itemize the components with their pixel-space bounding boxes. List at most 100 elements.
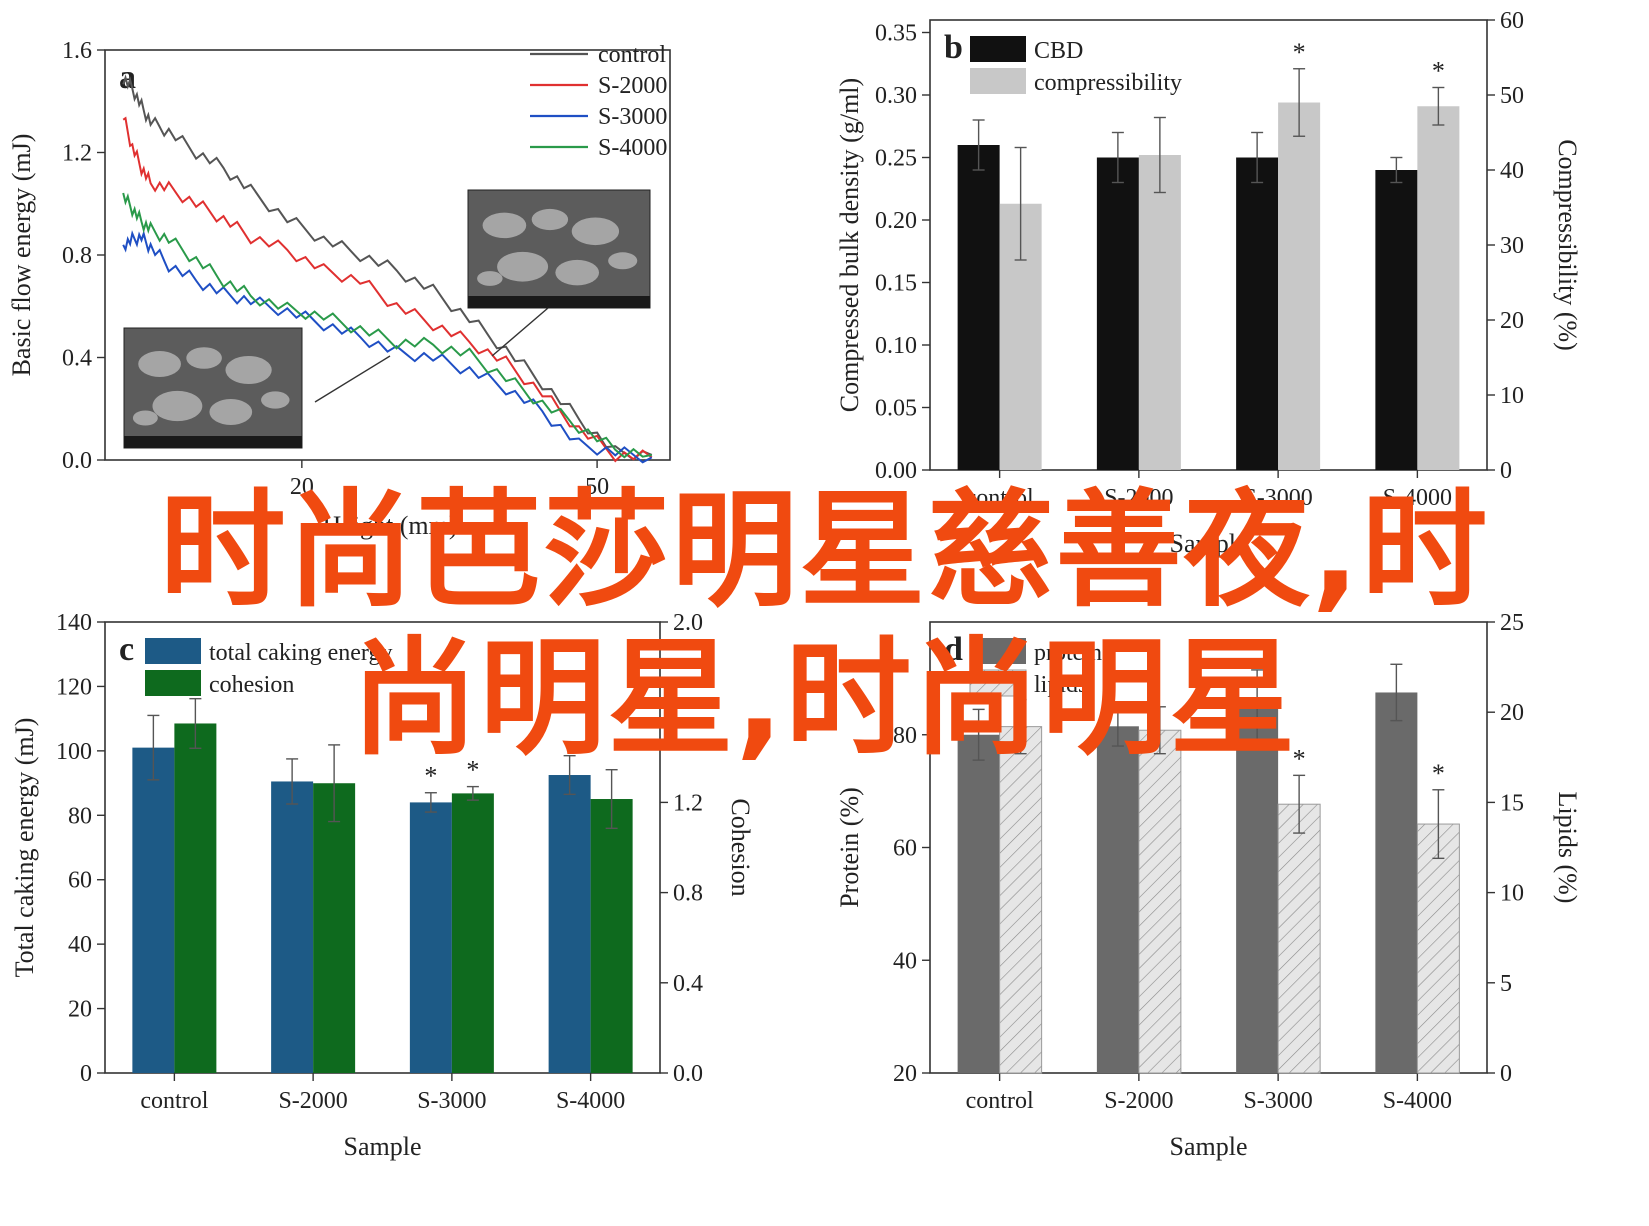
y2-tick-label: 50	[1500, 83, 1524, 109]
bar-CBD-S-3000	[1236, 157, 1279, 470]
sem-particle	[571, 217, 620, 246]
y2-tick-label: 0	[1500, 458, 1512, 484]
y2-tick-label: 2.0	[673, 610, 703, 636]
y2-tick-label: 25	[1500, 610, 1524, 636]
sem-image	[123, 327, 303, 449]
sem-particle	[209, 399, 253, 425]
y-tick-label: 0.30	[875, 83, 917, 109]
overlay-text-line-2: 尚明星,时尚明星	[351, 625, 1298, 772]
sem-particle	[261, 391, 290, 409]
y-tick-label: 80	[68, 803, 92, 829]
y-tick-label: 0.10	[875, 333, 917, 359]
sem-particle	[152, 390, 203, 422]
y2-tick-label: 30	[1500, 233, 1524, 259]
legend-label: S-3000	[598, 104, 667, 130]
bar-lipids-S-3000	[1277, 803, 1321, 1074]
sem-inset-upper	[467, 189, 651, 309]
y-tick-label: 80	[893, 723, 917, 749]
panel-letter: c	[119, 631, 134, 668]
bar-lipids-S-2000	[1138, 729, 1182, 1074]
y2-tick-label: 40	[1500, 158, 1524, 184]
y-tick-label: 0.00	[875, 458, 917, 484]
x-tick-label: S-3000	[1243, 1088, 1312, 1114]
bar-lipids-S-4000	[1416, 823, 1460, 1074]
panel-letter: b	[944, 29, 963, 66]
significance-marker: *	[1293, 38, 1306, 67]
legend-swatch	[970, 638, 1026, 664]
sem-image	[467, 189, 651, 309]
series-line-S-2000	[122, 116, 653, 463]
y-axis-title: Protein (%)	[835, 787, 864, 908]
y-tick-label: 40	[68, 932, 92, 958]
sem-particle	[482, 212, 527, 239]
legend-swatch	[970, 68, 1026, 94]
x-axis-title: Height (mm)	[322, 511, 457, 540]
legend-swatch	[145, 670, 201, 696]
series-line-S-3000	[122, 230, 653, 464]
y2-axis-title: Cohesion	[726, 798, 755, 896]
bar-total-caking-energy-control	[132, 747, 175, 1073]
significance-marker: *	[1432, 57, 1445, 86]
legend-label: S-2000	[598, 73, 667, 99]
bar-cohesion-control	[174, 723, 217, 1073]
y2-axis-title: Compressibility (%)	[1553, 139, 1582, 351]
significance-marker: *	[1432, 759, 1445, 788]
x-tick-label: S-3000	[417, 1088, 486, 1114]
legend-label: compressibility	[1034, 70, 1182, 96]
chart-panel-c: c 0 20 40 60 80 100 120 140 0.0 0.4 0.8 1.2 2.0 contro…	[10, 610, 755, 1161]
y-tick-label: 0.05	[875, 396, 917, 422]
bar-CBD-control	[957, 145, 1000, 470]
y2-axis-title: Lipids (%)	[1553, 792, 1582, 904]
bar-CBD-S-2000	[1096, 157, 1139, 470]
bar-cohesion-S-2000	[313, 783, 356, 1073]
y-tick-label: 0.8	[62, 243, 92, 269]
y-tick-label: 100	[56, 739, 92, 765]
y2-tick-label: 10	[1500, 881, 1524, 907]
sem-particle	[225, 355, 272, 385]
x-tick-label: control	[140, 1088, 208, 1114]
significance-marker: *	[424, 762, 437, 791]
x-tick-label: S-2000	[1104, 1088, 1173, 1114]
y-tick-label: 20	[68, 997, 92, 1023]
sem-particle	[132, 410, 158, 426]
y2-tick-label: 0	[1500, 1061, 1512, 1087]
bar-protein-S-3000	[1236, 706, 1279, 1073]
x-tick-label: S-3000	[1243, 485, 1312, 511]
x-tick-label: S-2000	[278, 1088, 347, 1114]
x-axis-title: Sample	[1170, 1132, 1248, 1161]
y-axis-title: Total caking energy (mJ)	[10, 718, 39, 978]
y-tick-label: 0.35	[875, 21, 917, 47]
sem-particle	[497, 251, 549, 282]
legend-label: total caking energy	[209, 640, 393, 666]
y-tick-label: 0.20	[875, 208, 917, 234]
y-axis-title: Basic flow energy (mJ)	[7, 134, 36, 377]
x-tick-label: control	[966, 485, 1034, 511]
y-tick-label: 140	[56, 610, 92, 636]
sem-particle	[531, 208, 569, 231]
y2-tick-label: 0.4	[673, 971, 703, 997]
bar-total-caking-energy-S-2000	[271, 781, 314, 1073]
chart-panel-b: b 0.00 0.05 0.10 0.15 0.20 0.25 0.30 0.35 0 10 20 30…	[835, 8, 1582, 558]
panel-letter: d	[944, 631, 963, 668]
bar-compressibility-S-4000	[1417, 106, 1460, 470]
bar-total-caking-energy-S-3000	[409, 802, 452, 1073]
y-tick-label: 0.0	[62, 448, 92, 474]
y2-tick-label: 20	[1500, 308, 1524, 334]
y-tick-label: 60	[893, 836, 917, 862]
y2-tick-label: 60	[1500, 8, 1524, 34]
bar-compressibility-S-2000	[1138, 155, 1181, 470]
legend-swatch	[969, 669, 1027, 697]
inset-arrow	[314, 355, 391, 403]
x-tick-label: S-2000	[1104, 485, 1173, 511]
y2-tick-label: 5	[1500, 971, 1512, 997]
sem-inset-lower	[123, 327, 303, 449]
x-axis-title: Sample	[344, 1132, 422, 1161]
bar-cohesion-S-4000	[590, 799, 633, 1073]
y-axis-title: Compressed bulk density (g/ml)	[835, 78, 864, 412]
legend-label: protein	[1034, 640, 1102, 666]
bar-lipids-control	[999, 726, 1043, 1074]
y2-tick-label: 10	[1500, 383, 1524, 409]
series-line-control	[122, 74, 653, 461]
x-tick-label: 20	[290, 474, 314, 500]
